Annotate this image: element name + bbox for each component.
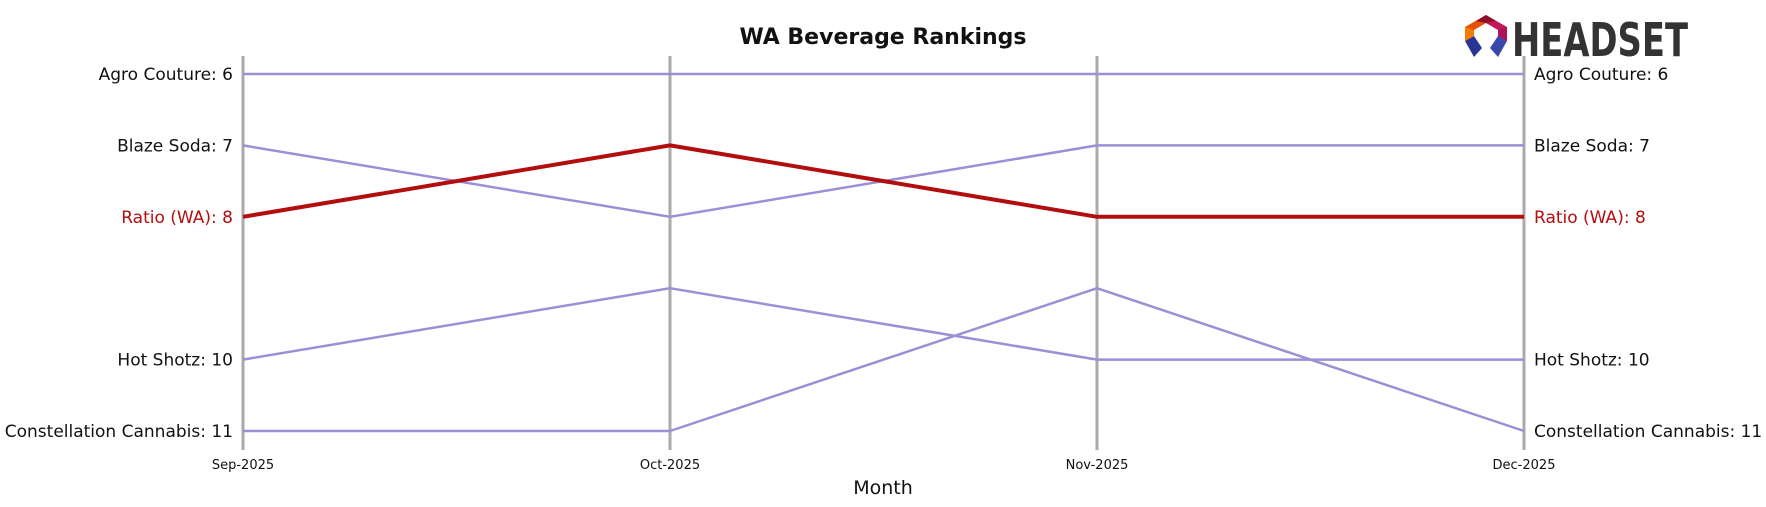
series-line-hot-shotz <box>242 286 1524 361</box>
x-tick-labels: Sep-2025 Oct-2025 Nov-2025 Dec-2025 <box>212 458 1556 473</box>
right-rank-label: Agro Couture: 6 <box>1534 65 1668 85</box>
x-tick-label: Oct-2025 <box>640 458 700 473</box>
left-rank-labels: Agro Couture: 6 Blaze Soda: 7 Ratio (WA): … <box>5 65 233 442</box>
chart-title: WA Beverage Rankings <box>739 25 1026 50</box>
x-tick-label: Nov-2025 <box>1066 458 1129 473</box>
series-lines <box>242 72 1525 433</box>
right-rank-label: Ratio (WA): 8 <box>1534 208 1646 228</box>
headset-logo: HEADSET <box>1465 13 1688 67</box>
left-rank-label: Constellation Cannabis: 11 <box>5 422 233 442</box>
headset-logo-icon <box>1465 15 1507 57</box>
x-axis-label: Month <box>853 477 913 499</box>
left-rank-label: Blaze Soda: 7 <box>117 136 233 156</box>
left-rank-label: Hot Shotz: 10 <box>117 351 233 371</box>
right-rank-label: Hot Shotz: 10 <box>1534 351 1650 371</box>
series-line-constellation-cannabis <box>243 286 1525 433</box>
left-rank-label: Ratio (WA): 8 <box>121 208 233 228</box>
month-axis-lines <box>241 56 1526 450</box>
right-rank-label: Blaze Soda: 7 <box>1534 136 1650 156</box>
headset-logo-text: HEADSET <box>1512 13 1688 67</box>
right-rank-label: Constellation Cannabis: 11 <box>1534 422 1762 442</box>
right-rank-labels: Agro Couture: 6 Blaze Soda: 7 Ratio (WA): … <box>1534 65 1762 442</box>
series-line-ratio-wa <box>242 143 1524 219</box>
x-tick-label: Dec-2025 <box>1493 458 1556 473</box>
x-tick-label: Sep-2025 <box>212 458 274 473</box>
left-rank-label: Agro Couture: 6 <box>99 65 233 85</box>
